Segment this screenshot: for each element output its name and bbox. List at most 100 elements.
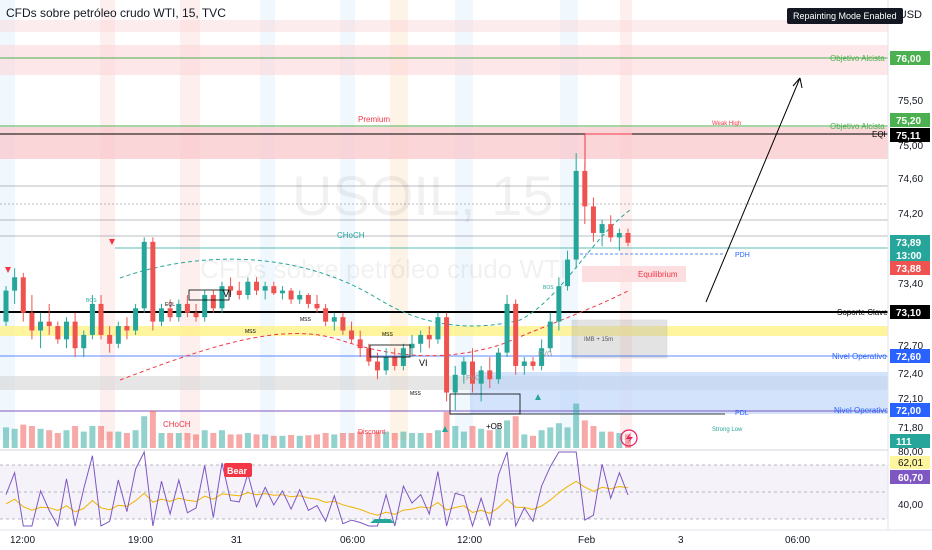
candle: [81, 334, 87, 349]
volume-bar: [538, 430, 545, 448]
symbol-title: CFDs sobre petróleo crudo WTI, 15, TVC: [6, 6, 226, 20]
rsi-tag-1: 62,01: [898, 458, 923, 469]
volume-bar: [529, 435, 536, 448]
candle: [452, 374, 458, 393]
candle: [547, 321, 553, 349]
price-tag: 73,10: [896, 308, 921, 319]
price-axis[interactable]: 75,50 75,00 74,60 74,20 73,40 72,70 72,4…: [887, 0, 932, 530]
price-tag-bg: [890, 434, 930, 448]
objetivo-label-2: Objetivo Alcista: [830, 122, 885, 131]
vi-box-2: [369, 344, 411, 358]
candle: [461, 361, 467, 375]
gray-box: [571, 319, 668, 359]
volume-bar: [486, 430, 493, 448]
y-tick-7: 72,40: [898, 369, 923, 380]
candle: [495, 352, 501, 380]
y-tick-5: 73,40: [898, 279, 923, 290]
candle: [521, 361, 527, 366]
bolt-icon: [620, 429, 638, 447]
ob-label: +OB: [486, 422, 502, 431]
y-tick-6: 72,70: [898, 341, 923, 352]
top-red-band: [0, 20, 888, 32]
volume-bar: [348, 433, 355, 448]
vi-label-2: VI: [419, 358, 428, 368]
discount-label: Discount: [358, 429, 385, 436]
candle: [608, 224, 614, 238]
lower-dashed-curve: [119, 289, 631, 381]
mss-label-1: MSS: [245, 329, 257, 335]
rsi-pane: Bear: [0, 449, 932, 528]
candle: [271, 286, 277, 294]
volume-bar: [469, 426, 476, 448]
candle: [107, 334, 113, 344]
pdl-label: PDL: [735, 410, 749, 417]
bull-divergence-mark: [370, 519, 395, 523]
candle: [374, 361, 380, 371]
volume-bar: [573, 403, 580, 448]
vi-label-1: VI: [223, 289, 232, 299]
candle: [539, 348, 545, 366]
time-axis[interactable]: 12:00 19:00 31 06:00 12:00 Feb 3 06:00: [0, 529, 932, 546]
price-tag: 76,00: [896, 54, 921, 65]
bos-label-2: BOS: [543, 285, 554, 291]
strong-low-label: Strong Low: [712, 427, 743, 433]
candle: [115, 326, 121, 344]
candle: [590, 206, 596, 233]
volume-bar: [270, 435, 277, 448]
volume-bar: [296, 435, 303, 448]
volume-bar: [547, 427, 554, 448]
candle: [625, 232, 631, 243]
currency-label[interactable]: USD: [898, 9, 922, 21]
candle: [314, 303, 320, 309]
vi-box-1: [188, 289, 230, 301]
volume-bar: [80, 431, 87, 448]
volume-bar: [262, 434, 269, 448]
candle: [444, 317, 450, 393]
repaint-badge[interactable]: Repainting Mode Enabled: [787, 8, 903, 24]
price-tag-bg: [890, 51, 930, 65]
bear-tag-text: Bear: [227, 466, 248, 476]
volume-bar: [279, 435, 286, 448]
volume-bar: [409, 433, 416, 448]
x-tick-8: 06:00: [785, 535, 810, 546]
candle: [582, 170, 588, 207]
candle: [556, 286, 562, 322]
candle: [219, 286, 225, 309]
candle: [29, 312, 35, 331]
volume-bar: [616, 433, 623, 448]
volume-bar: [149, 410, 156, 448]
volume-bar: [167, 433, 174, 448]
candle: [426, 334, 432, 340]
candle: [573, 170, 579, 260]
blue-zone: [470, 372, 888, 414]
volume-bar: [106, 431, 113, 448]
price-tag: 13:00: [896, 251, 922, 262]
candle: [210, 295, 216, 309]
volume-bar: [357, 431, 364, 448]
candle: [279, 290, 285, 294]
candle: [72, 321, 78, 349]
price-tag-bg: [890, 113, 930, 127]
y-tick-8: 72,10: [898, 394, 923, 405]
candle: [20, 277, 26, 313]
upper-dashed-curve: [119, 209, 631, 327]
candle: [159, 308, 164, 322]
volume-bar: [460, 431, 467, 448]
choch-label-top: CHoCH: [337, 231, 365, 240]
bottom-triangle-1: [442, 426, 448, 432]
candle: [98, 303, 104, 335]
volume-bar: [54, 433, 61, 448]
volume-bar: [141, 416, 148, 448]
x-tick-2: 19:00: [128, 535, 153, 546]
candle: [513, 303, 519, 366]
candle: [46, 321, 52, 327]
rsi-tick-2: 40,00: [898, 500, 923, 511]
volume-bar: [253, 434, 260, 448]
volume-bar: [201, 430, 208, 448]
volume-bar: [175, 433, 182, 448]
price-tag: 73,89: [896, 238, 921, 249]
mss-label-4: MSS: [300, 317, 312, 323]
price-tag: 72,60: [896, 352, 921, 363]
volume-bar: [98, 426, 105, 448]
